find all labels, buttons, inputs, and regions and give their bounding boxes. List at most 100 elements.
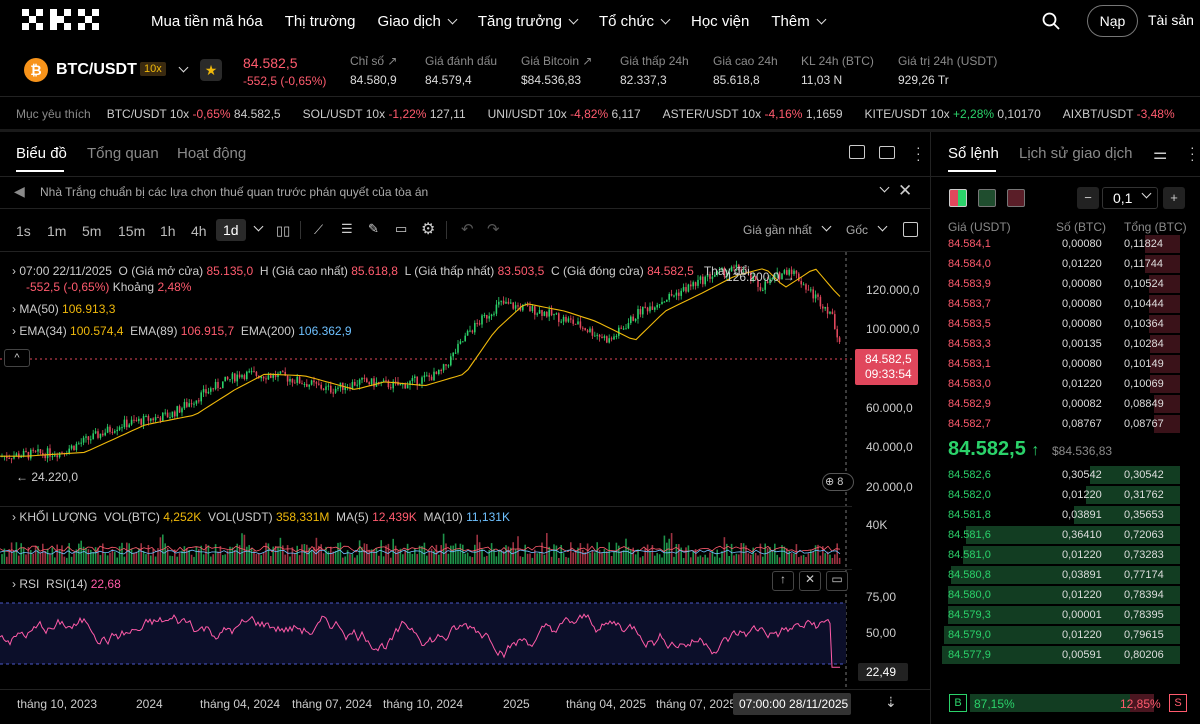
layout-icon[interactable] (879, 146, 895, 159)
alert-icon[interactable] (849, 145, 865, 159)
search-icon[interactable] (1042, 12, 1060, 30)
fav-item[interactable]: ASTER/USDT 10x -4,16% 1,1659 (662, 107, 843, 121)
bid-row[interactable]: 84.581,0 0,01220 0,73283 (940, 545, 1190, 565)
okx-logo[interactable] (22, 9, 106, 33)
tab-trade-history[interactable]: Lịch sử giao dịch (1019, 145, 1133, 162)
interval-1h[interactable]: 1h (160, 223, 176, 239)
candle-body (690, 284, 692, 287)
interval-4h[interactable]: 4h (191, 223, 207, 239)
step-increase-button[interactable]: + (1163, 187, 1185, 209)
globe-icon[interactable]: ⊕ 8 (822, 473, 854, 491)
origin-select[interactable]: Gốc (846, 223, 869, 237)
view-both-icon[interactable] (949, 189, 967, 207)
collapse-icon[interactable]: ✕ (799, 571, 821, 591)
tab-overview[interactable]: Tổng quan (87, 145, 159, 162)
menu-trade[interactable]: Giao dịch (377, 13, 458, 30)
scale-icon[interactable]: ⇣ (885, 694, 897, 710)
candle-body (325, 386, 327, 390)
ask-row[interactable]: 84.583,3 0,00135 0,10284 (940, 334, 1190, 354)
indicator-icon[interactable]: ⟋ (314, 222, 324, 237)
bid-row[interactable]: 84.580,0 0,01220 0,78394 (940, 585, 1190, 605)
ask-row[interactable]: 84.582,9 0,00082 0,08849 (940, 394, 1190, 414)
step-select[interactable]: 0,1 (1102, 187, 1158, 209)
bid-row[interactable]: 84.579,0 0,01220 0,79615 (940, 625, 1190, 645)
menu-grow[interactable]: Tăng trưởng (478, 13, 579, 30)
ask-row[interactable]: 84.583,1 0,00080 0,10149 (940, 354, 1190, 374)
ask-row[interactable]: 84.583,5 0,00080 0,10364 (940, 314, 1190, 334)
list-icon[interactable]: ☰ (341, 221, 353, 236)
bid-row[interactable]: 84.580,8 0,03891 0,77174 (940, 565, 1190, 585)
chevron-down-icon[interactable] (178, 62, 189, 73)
ema-legend[interactable]: › EMA(34) 100.574,4 EMA(89) 106.915,7 EM… (12, 324, 352, 338)
interval-1m[interactable]: 1m (47, 223, 67, 239)
undo-icon[interactable]: ↶ (461, 221, 474, 238)
fav-item[interactable]: AIXBT/USDT -3,48% (1062, 107, 1175, 121)
view-asks-icon[interactable] (1007, 189, 1025, 207)
settings-sliders-icon[interactable]: ⚌ (1153, 146, 1168, 163)
menu-markets[interactable]: Thị trường (284, 12, 356, 30)
move-up-icon[interactable]: ↑ (772, 571, 794, 591)
ask-row[interactable]: 84.583,0 0,01220 0,10069 (940, 374, 1190, 394)
volume-legend[interactable]: › KHỐI LƯỢNG VOL(BTC) 4,252K VOL(USDT) 3… (12, 510, 510, 524)
chart-canvas[interactable] (0, 252, 930, 724)
price-type-select[interactable]: Giá gần nhất (743, 223, 812, 237)
fullscreen-icon[interactable] (903, 222, 918, 237)
favorite-star-icon[interactable]: ★ (200, 59, 222, 81)
tab-chart[interactable]: Biểu đồ (16, 145, 67, 162)
cell-price: 84.580,8 (948, 569, 991, 581)
chevron-down-icon[interactable] (877, 221, 888, 232)
bid-row[interactable]: 84.582,6 0,30542 0,30542 (940, 465, 1190, 485)
price-axis-label: 40.000,0 (866, 440, 913, 454)
template-icon[interactable]: ▭ (395, 221, 408, 236)
gear-icon[interactable]: ⚙ (421, 221, 436, 238)
fav-item[interactable]: KITE/USDT 10x +2,28% 0,10170 (864, 107, 1041, 121)
volume-bar (738, 554, 740, 564)
chevron-down-icon[interactable] (879, 182, 890, 193)
ask-row[interactable]: 84.583,7 0,00080 0,10444 (940, 294, 1190, 314)
menu-buy-crypto[interactable]: Mua tiền mã hóa (151, 12, 263, 30)
bid-row[interactable]: 84.579,3 0,00001 0,78395 (940, 605, 1190, 625)
more-icon[interactable]: · · · (916, 139, 921, 167)
chevron-down-icon[interactable] (821, 221, 832, 232)
volume-bar (651, 545, 654, 564)
tab-activity[interactable]: Hoạt động (177, 145, 247, 162)
volume-bar (15, 542, 18, 564)
fav-item[interactable]: BTC/USDT 10x -0,65% 84.582,5 (106, 107, 281, 121)
more-icon[interactable]: · · · (1190, 139, 1195, 167)
volume-bar (812, 551, 814, 564)
fav-item[interactable]: SOL/USDT 10x -1,22% 127,11 (302, 107, 466, 121)
interval-1s[interactable]: 1s (16, 223, 31, 239)
deposit-button[interactable]: Nạp (1087, 5, 1138, 37)
ask-row[interactable]: 84.584,0 0,01220 0,11744 (940, 254, 1190, 274)
ask-row[interactable]: 84.582,7 0,08767 0,08767 (940, 414, 1190, 434)
ask-row[interactable]: 84.584,1 0,00080 0,11824 (940, 234, 1190, 254)
bid-row[interactable]: 84.581,6 0,36410 0,72063 (940, 525, 1190, 545)
menu-more[interactable]: Thêm (771, 13, 827, 30)
tab-orderbook[interactable]: Sổ lệnh (948, 145, 999, 162)
pair-symbol[interactable]: BTC/USDT (56, 61, 137, 78)
menu-institutional[interactable]: Tổ chức (599, 13, 671, 30)
mid-price: 84.582,5 ↑ (948, 438, 1040, 460)
assets-link[interactable]: Tài sản (1148, 12, 1194, 28)
bid-row[interactable]: 84.581,8 0,03891 0,35653 (940, 505, 1190, 525)
chevron-down-icon[interactable] (253, 221, 264, 232)
ma-legend[interactable]: › MA(50) 106.913,3 (12, 302, 116, 316)
fav-item[interactable]: UNI/USDT 10x -4,82% 6,117 (487, 107, 641, 121)
step-decrease-button[interactable]: − (1077, 187, 1099, 209)
bid-row[interactable]: 84.577,9 0,00591 0,80206 (940, 645, 1190, 665)
close-icon[interactable]: ✕ (898, 181, 913, 200)
interval-15m[interactable]: 15m (118, 223, 146, 239)
collapse-legend-button[interactable]: ^ (4, 349, 30, 367)
view-bids-icon[interactable] (978, 189, 996, 207)
ask-row[interactable]: 84.583,9 0,00080 0,10524 (940, 274, 1190, 294)
news-ticker[interactable]: Nhà Trắng chuẩn bị các lựa chọn thuế qua… (40, 185, 429, 199)
interval-5m[interactable]: 5m (82, 223, 102, 239)
redo-icon[interactable]: ↷ (487, 221, 500, 238)
maximize-icon[interactable]: ▭ (826, 571, 848, 591)
bid-row[interactable]: 84.582,0 0,01220 0,31762 (940, 485, 1190, 505)
menu-academy[interactable]: Học viện (691, 12, 750, 30)
candle-type-icon[interactable]: ▯▯ (276, 223, 291, 238)
draw-icon[interactable]: ✎ (368, 221, 379, 236)
rsi-legend[interactable]: › RSI RSI(14) 22,68 (12, 577, 121, 591)
interval-1d[interactable]: 1d (216, 219, 246, 241)
